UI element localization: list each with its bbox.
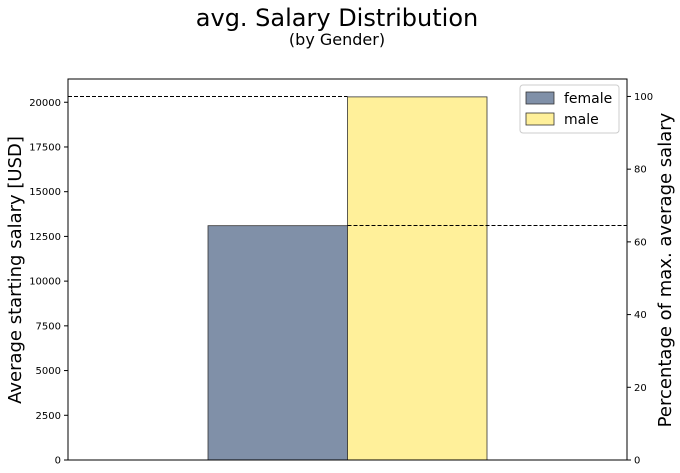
- right-axis-ticks: 0 20 40 60 80 100: [627, 92, 653, 467]
- bar-male: [347, 96, 488, 461]
- left-axis-ticks: 0 2500 5000 7500 10000 12500 15000 17500 20000: [29, 98, 68, 467]
- right-tick-label: 80: [634, 165, 647, 176]
- bars-group: [207, 96, 488, 461]
- left-tick-label: 15000: [29, 187, 61, 198]
- legend-swatch-male: [525, 112, 555, 126]
- left-tick-label: 5000: [36, 366, 61, 377]
- legend: female male: [519, 84, 620, 134]
- left-tick-label: 10000: [29, 277, 61, 288]
- left-tick-label: 17500: [29, 142, 61, 153]
- plot-frame: [67, 78, 628, 461]
- left-tick-label: 0: [55, 456, 61, 467]
- right-tick-label: 0: [634, 456, 640, 467]
- chart-subtitle: (by Gender): [289, 30, 385, 49]
- legend-label-female: female: [564, 91, 612, 107]
- left-tick-label: 2500: [36, 411, 61, 422]
- bar-female: [207, 225, 348, 461]
- left-tick-label: 7500: [36, 321, 61, 332]
- chart-title: avg. Salary Distribution: [196, 4, 478, 32]
- y-axis-right-label: Percentage of max. average salary: [655, 112, 676, 427]
- reference-lines: [68, 95, 627, 227]
- left-tick-label: 20000: [29, 98, 61, 109]
- y-axis-label: Average starting salary [USD]: [5, 136, 26, 404]
- legend-swatch-female: [525, 91, 555, 105]
- right-tick-label: 40: [634, 310, 647, 321]
- legend-label-male: male: [564, 112, 599, 128]
- right-tick-label: 100: [634, 92, 653, 103]
- right-tick-label: 60: [634, 237, 647, 248]
- right-tick-label: 20: [634, 383, 647, 394]
- left-tick-label: 12500: [29, 232, 61, 243]
